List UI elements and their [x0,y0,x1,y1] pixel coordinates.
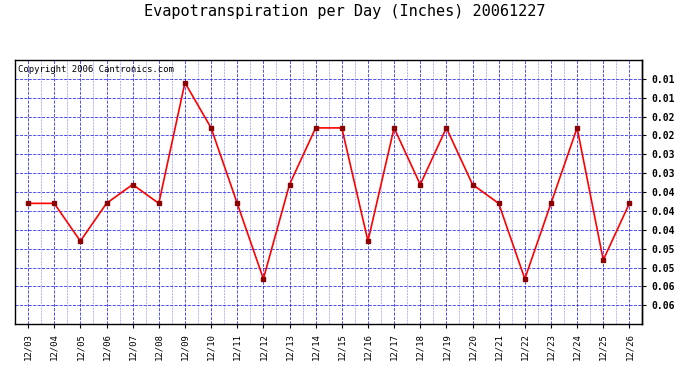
Text: Evapotranspiration per Day (Inches) 20061227: Evapotranspiration per Day (Inches) 2006… [144,4,546,19]
Text: Copyright 2006 Cantronics.com: Copyright 2006 Cantronics.com [18,65,174,74]
